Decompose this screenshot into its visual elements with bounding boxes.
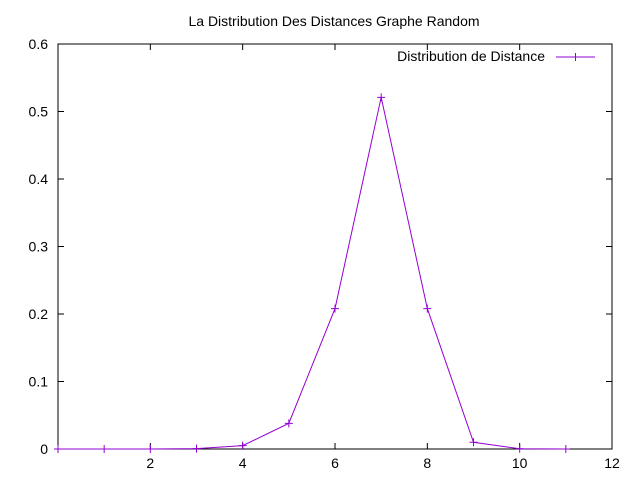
y-tick-label: 0.5 [29,104,49,120]
data-point-marker [423,304,432,313]
x-tick-label: 12 [604,455,620,471]
plot-axes: 0 0.1 0.2 0.3 0.4 0.5 0.6 2 4 6 8 10 12 [29,36,620,471]
x-tick-label: 6 [331,455,339,471]
data-point-marker [100,445,109,453]
plot-frame [57,43,613,450]
y-tick-label: 0.2 [29,306,49,322]
y-tick-label: 0.3 [29,239,49,255]
data-point-marker [192,444,201,453]
x-tick-label: 4 [239,455,247,471]
y-tick-label: 0.1 [29,374,49,390]
legend-marker-sample [571,53,580,61]
data-point-marker [146,445,155,453]
x-tick-label: 10 [512,455,528,471]
chart-title: La Distribution Des Distances Graphe Ran… [188,13,479,29]
y-tick-label: 0.6 [29,36,49,52]
chart-legend: Distribution de Distance [397,48,595,64]
y-tick-label: 0.4 [29,171,49,187]
data-point-marker [469,438,478,447]
data-point-marker [515,444,524,453]
series-line [58,97,566,450]
legend-label-distribution-de-distance: Distribution de Distance [397,48,545,64]
data-point-marker [284,419,293,428]
y-tick-label: 0 [40,441,48,457]
data-point-marker [331,304,339,313]
plot-series [54,93,570,453]
x-tick-label: 8 [423,455,431,471]
x-tick-label: 2 [146,455,154,471]
data-point-marker [561,445,570,453]
data-point-marker [238,441,247,450]
data-point-marker [377,93,386,102]
data-point-marker [54,445,62,453]
